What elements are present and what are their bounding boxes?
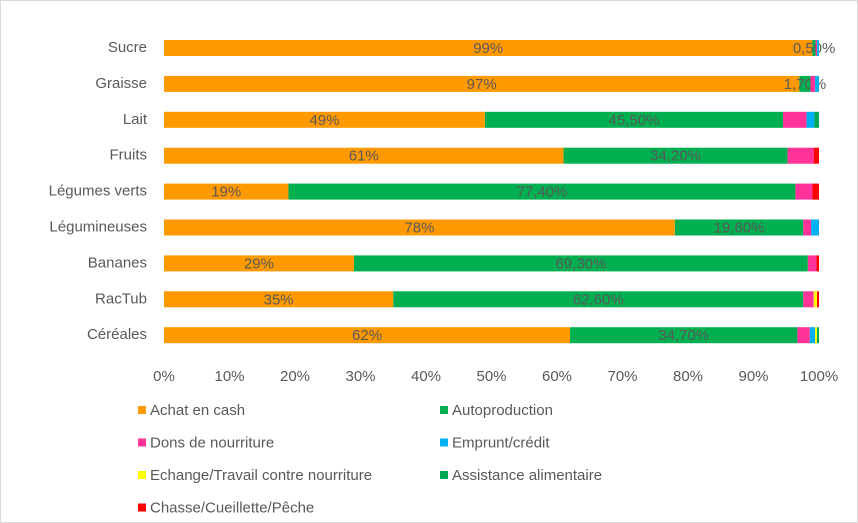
- data-label: 19,60%: [714, 219, 765, 236]
- bar-segment: [164, 327, 571, 344]
- data-label: 19%: [211, 184, 241, 201]
- x-tick-label: 80%: [673, 368, 703, 385]
- bar-segment: [810, 75, 816, 92]
- bar-segment: [164, 183, 289, 200]
- data-label: 0,50%: [793, 40, 836, 57]
- bar-segment: [164, 40, 813, 56]
- bar-segment: [813, 147, 819, 164]
- data-label: 49%: [309, 112, 339, 129]
- x-tick-label: 0%: [153, 368, 175, 385]
- legend-swatch: [440, 471, 448, 479]
- legend-swatch: [138, 503, 146, 512]
- bar-segment: [164, 111, 485, 128]
- x-tick-label: 20%: [280, 368, 310, 385]
- legend-label: Achat en cash: [150, 402, 245, 419]
- legend-label: Echange/Travail contre nourriture: [150, 467, 372, 484]
- legend-swatch: [138, 471, 146, 479]
- x-tick-label: 40%: [411, 368, 441, 385]
- legend-swatch: [138, 406, 146, 414]
- bar-segment: [484, 111, 783, 128]
- bar-segment: [807, 255, 817, 272]
- bar-segment: [797, 327, 810, 344]
- legend-label: Autoproduction: [452, 402, 553, 419]
- bar-segment: [806, 111, 815, 128]
- data-label: 77,40%: [516, 184, 567, 201]
- y-tick-label: Sucre: [108, 39, 147, 56]
- y-tick-label: Fruits: [110, 147, 148, 164]
- legend-label: Emprunt/crédit: [452, 434, 550, 451]
- bar-segment: [674, 219, 804, 236]
- y-tick-label: Céréales: [87, 326, 147, 343]
- data-label: 78%: [404, 219, 434, 236]
- bar-segment: [809, 327, 816, 344]
- bar-segment: [164, 147, 564, 164]
- y-tick-label: Légumes verts: [49, 183, 147, 200]
- legend-label: Chasse/Cueillette/Pêche: [150, 499, 314, 516]
- y-tick-label: RacTub: [95, 290, 147, 307]
- bar-segment: [563, 147, 788, 164]
- x-tick-label: 30%: [345, 368, 375, 385]
- data-label: 62,60%: [573, 291, 624, 308]
- data-label: 29%: [244, 255, 274, 272]
- bar-segment: [288, 183, 796, 200]
- data-label: 45,50%: [609, 112, 660, 129]
- bar-segment: [814, 111, 819, 128]
- bar-segment: [816, 255, 819, 272]
- data-label: 34,70%: [658, 327, 709, 344]
- bar-segment: [799, 75, 811, 92]
- bar-segment: [353, 255, 808, 272]
- data-label: 35%: [264, 291, 294, 308]
- bar-segment: [164, 255, 354, 272]
- legend-swatch: [138, 438, 146, 447]
- bar-segment: [812, 40, 816, 56]
- bar-segment: [817, 291, 819, 308]
- data-label: 69,30%: [555, 255, 606, 272]
- bar-segment: [817, 40, 819, 56]
- bar-segment: [803, 291, 814, 308]
- data-label: 97%: [467, 76, 497, 93]
- bar-segment: [164, 219, 675, 236]
- bar-segment: [811, 219, 819, 236]
- bar-segment: [815, 75, 819, 92]
- x-tick-label: 60%: [542, 368, 572, 385]
- legend-swatch: [440, 438, 448, 447]
- data-label: 99%: [473, 40, 503, 57]
- y-tick-label: Lait: [123, 111, 148, 128]
- x-tick-label: 70%: [607, 368, 637, 385]
- y-tick-label: Graisse: [95, 75, 147, 92]
- bar-segment: [817, 327, 819, 344]
- data-label: 62%: [352, 327, 382, 344]
- y-tick-label: Bananes: [88, 254, 147, 271]
- bar-segment: [164, 75, 800, 92]
- x-tick-label: 90%: [738, 368, 768, 385]
- bar-segment: [782, 111, 807, 128]
- legend-swatch: [440, 406, 448, 414]
- y-tick-label: Légumineuses: [49, 218, 147, 235]
- bar-segment: [787, 147, 814, 164]
- x-tick-label: 10%: [214, 368, 244, 385]
- data-label: 61%: [349, 148, 379, 165]
- data-label: 34,20%: [650, 148, 701, 165]
- bar-segment: [813, 291, 818, 308]
- bar-segment: [812, 183, 819, 200]
- bar-segment: [815, 327, 818, 344]
- bar-segment: [164, 291, 394, 308]
- legend-label: Dons de nourriture: [150, 434, 274, 451]
- bar-segment: [795, 183, 813, 200]
- bar-segment: [815, 40, 818, 56]
- bar-segment: [393, 291, 804, 308]
- legend-label: Assistance alimentaire: [452, 467, 602, 484]
- bar-segment: [570, 327, 798, 344]
- bar-segment: [803, 219, 812, 236]
- x-tick-label: 100%: [800, 368, 838, 385]
- x-tick-label: 50%: [476, 368, 506, 385]
- data-label: 1,70%: [784, 76, 827, 93]
